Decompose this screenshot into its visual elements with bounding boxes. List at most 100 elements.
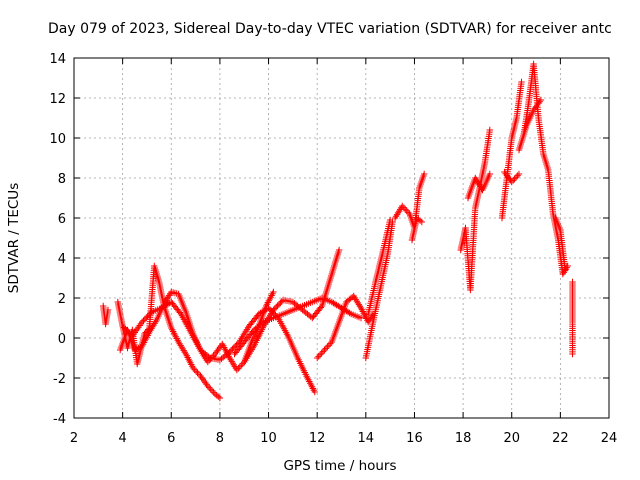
data-point <box>386 216 394 224</box>
series-track-6 <box>314 292 377 362</box>
data-point <box>210 389 217 396</box>
data-point <box>535 100 542 107</box>
data-point <box>274 302 281 309</box>
data-point <box>138 318 146 326</box>
data-points <box>100 60 576 402</box>
data-point <box>321 346 328 354</box>
data-point <box>299 306 306 314</box>
data-point <box>275 301 283 308</box>
data-point <box>205 353 212 360</box>
data-point <box>104 306 112 314</box>
data-point <box>403 207 410 214</box>
data-point <box>277 299 284 307</box>
data-point <box>322 345 330 352</box>
data-point <box>518 78 525 86</box>
data-point <box>252 325 259 332</box>
data-point <box>239 360 246 367</box>
y-tick-label: 2 <box>58 292 66 307</box>
data-point <box>346 309 353 317</box>
data-point <box>213 349 220 356</box>
data-point <box>413 214 421 222</box>
x-axis-ticks: 2 4 6 8 10 12 14 16 18 20 22 24 <box>70 58 617 446</box>
data-point <box>317 304 324 311</box>
y-tick-label: 10 <box>49 132 66 147</box>
series-track-5 <box>241 246 343 366</box>
data-point <box>508 178 515 186</box>
data-point <box>514 172 521 179</box>
x-tick-label: 22 <box>552 431 569 446</box>
x-tick-label: 6 <box>167 431 175 446</box>
x-tick-label: 18 <box>455 431 472 446</box>
x-tick-label: 20 <box>503 431 520 446</box>
data-point <box>515 170 523 178</box>
series-tail <box>569 278 576 358</box>
data-point <box>258 320 266 327</box>
series-track-17 <box>552 214 569 274</box>
x-tick-label: 24 <box>601 431 618 446</box>
data-point <box>125 328 132 335</box>
data-point <box>325 342 333 349</box>
data-point <box>357 314 365 322</box>
data-point <box>569 350 576 358</box>
y-tick-label: 0 <box>58 332 66 347</box>
data-point <box>324 343 331 350</box>
data-point <box>270 288 277 296</box>
data-point <box>141 315 149 323</box>
data-point <box>289 298 297 306</box>
data-point <box>250 326 258 334</box>
x-tick-label: 14 <box>358 431 375 446</box>
data-point <box>144 313 151 320</box>
data-point <box>224 350 232 357</box>
series-track-10 <box>408 214 425 244</box>
data-point <box>176 309 183 316</box>
data-point <box>206 384 213 391</box>
data-point <box>335 246 343 254</box>
data-point <box>140 317 147 324</box>
data-point <box>208 387 216 394</box>
x-tick-label: 12 <box>309 431 326 446</box>
data-point <box>305 312 313 319</box>
data-point <box>126 329 133 337</box>
data-point <box>238 362 245 369</box>
data-point <box>486 170 493 178</box>
data-point <box>223 351 230 358</box>
data-point <box>404 209 412 216</box>
data-point <box>278 298 285 305</box>
data-point <box>319 348 327 355</box>
series-track-12 <box>464 170 493 202</box>
data-point <box>235 365 242 372</box>
data-point <box>255 310 262 318</box>
series-track-8 <box>365 216 394 318</box>
data-point <box>311 388 318 396</box>
data-point <box>331 300 339 308</box>
y-axis-label: SDTVAR / TECUs <box>6 183 22 293</box>
data-point <box>418 218 425 226</box>
data-point <box>294 302 301 310</box>
data-point <box>202 379 209 386</box>
data-point <box>486 126 493 134</box>
y-tick-label: 4 <box>58 252 66 267</box>
data-point <box>512 174 520 181</box>
x-tick-label: 8 <box>216 431 224 446</box>
data-point <box>327 340 334 347</box>
data-point <box>421 170 428 178</box>
data-point <box>120 324 128 331</box>
data-point <box>195 371 203 378</box>
data-point <box>232 343 239 350</box>
y-tick-label: 6 <box>58 212 66 227</box>
data-point <box>301 308 308 315</box>
data-point <box>163 301 170 309</box>
chart-title: Day 079 of 2023, Sidereal Day-to-day VTE… <box>48 21 612 37</box>
data-point <box>192 368 200 375</box>
x-tick-label: 16 <box>406 431 423 446</box>
data-point <box>221 352 228 360</box>
series-track-14 <box>501 168 523 186</box>
data-point <box>227 347 235 354</box>
data-point <box>215 393 222 400</box>
data-point <box>562 266 569 274</box>
data-point <box>233 366 241 374</box>
data-point <box>273 303 280 311</box>
data-point <box>207 386 214 393</box>
data-point <box>216 394 224 402</box>
data-point <box>291 300 298 307</box>
